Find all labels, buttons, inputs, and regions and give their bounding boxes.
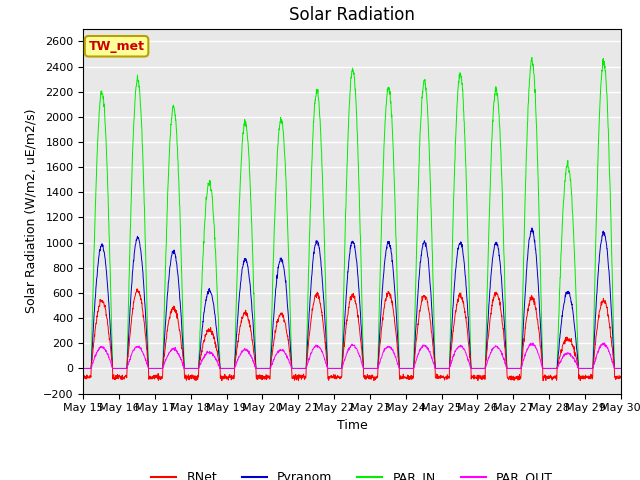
Line: RNet: RNet	[83, 286, 640, 381]
Legend: RNet, Pyranom, PAR_IN, PAR_OUT: RNet, Pyranom, PAR_IN, PAR_OUT	[147, 467, 557, 480]
RNet	[404, 374, 412, 380]
Title: Solar Radiation: Solar Radiation	[289, 6, 415, 24]
PAR_IN	[260, 366, 268, 372]
Line: PAR_OUT: PAR_OUT	[83, 343, 640, 369]
Line: PAR_IN: PAR_IN	[83, 58, 640, 369]
PAR_IN	[575, 366, 583, 372]
PAR_IN	[79, 366, 87, 372]
PAR_OUT	[260, 366, 268, 372]
RNet	[136, 292, 144, 298]
X-axis label: Time: Time	[337, 419, 367, 432]
RNet	[543, 374, 550, 380]
PAR_OUT	[136, 346, 144, 351]
PAR_IN	[528, 55, 536, 60]
Pyranom	[575, 366, 583, 372]
Text: TW_met: TW_met	[88, 40, 145, 53]
RNet	[294, 378, 302, 384]
RNet	[260, 374, 268, 380]
Pyranom	[543, 366, 550, 372]
RNet	[79, 373, 87, 379]
Line: Pyranom: Pyranom	[83, 228, 640, 369]
PAR_IN	[136, 102, 144, 108]
Pyranom	[79, 366, 87, 372]
PAR_OUT	[404, 366, 412, 372]
Pyranom	[136, 246, 144, 252]
PAR_IN	[404, 366, 412, 372]
PAR_OUT	[529, 340, 537, 346]
Pyranom	[260, 366, 268, 372]
RNet	[575, 372, 583, 377]
Y-axis label: Solar Radiation (W/m2, uE/m2/s): Solar Radiation (W/m2, uE/m2/s)	[24, 109, 37, 313]
PAR_IN	[543, 366, 550, 372]
PAR_OUT	[575, 366, 583, 372]
PAR_OUT	[79, 366, 87, 372]
RNet	[635, 283, 640, 289]
Pyranom	[404, 366, 412, 372]
Pyranom	[528, 225, 536, 231]
PAR_OUT	[543, 366, 550, 372]
